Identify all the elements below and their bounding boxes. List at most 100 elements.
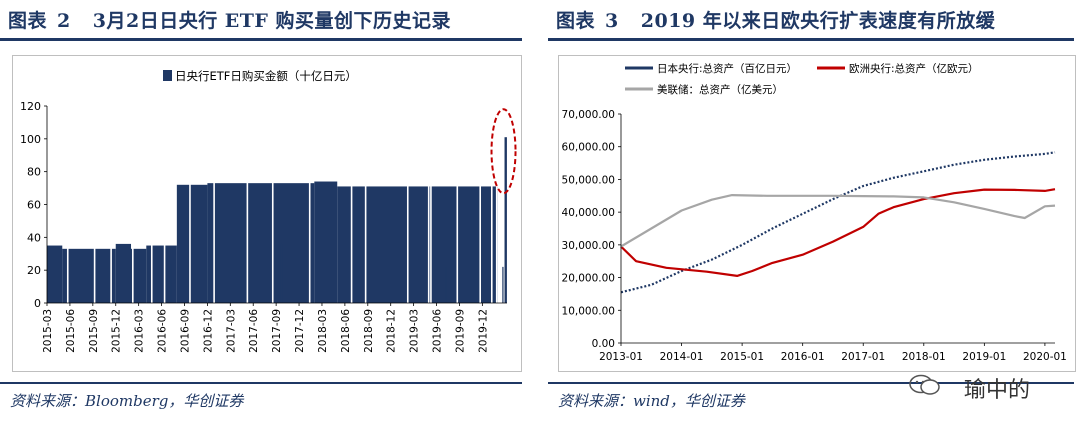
x-tick-label: 2019-03 <box>409 309 421 353</box>
legend-label: 日央行ETF日购买金额（十亿日元） <box>175 69 357 83</box>
bar-gap <box>501 106 503 303</box>
bar <box>146 245 177 303</box>
source-note: 资料来源：Bloomberg，华创证券 <box>10 392 244 410</box>
y-tick-label: 80 <box>27 166 41 179</box>
source-note: 资料来源：wind，华创证券 <box>558 392 745 410</box>
bar <box>207 183 315 303</box>
watermark-label: 瑜中的 <box>964 378 1031 403</box>
bar <box>314 181 338 303</box>
bar <box>115 243 132 303</box>
title-rule <box>548 38 1074 41</box>
bar <box>502 266 504 303</box>
y-tick-label: 100 <box>20 133 41 146</box>
x-tick-label: 2015-03 <box>42 309 54 353</box>
bar-gap <box>163 106 166 303</box>
etf-bar-chart: 日央行ETF日购买金额（十亿日元） 0 20 40 60 80 100 120 2015-03 2… <box>20 69 517 353</box>
x-tick-label: 2016-03 <box>134 309 146 353</box>
right-panel: 图表 3 2019 年以来日欧央行扩表速度有所放缓 日本央行:总资产（百亿日元） 欧洲… <box>548 0 1080 432</box>
x-tick-label: 2019-09 <box>454 309 466 353</box>
x-tick-label: 2016-01 <box>781 351 825 363</box>
y-tick-label: 60,000.00 <box>562 142 615 154</box>
bar <box>170 263 172 303</box>
bar-gap <box>350 106 353 303</box>
y-tick-label: 20,000.00 <box>562 273 615 285</box>
bar <box>176 184 208 303</box>
bar-gap <box>490 106 493 303</box>
figure-label: 图表 <box>556 10 596 32</box>
bar-gap <box>406 106 409 303</box>
bar-gap <box>110 106 112 303</box>
legend-swatch <box>163 70 172 81</box>
legend-label: 美联储：总资产（亿美元） <box>657 83 783 96</box>
legend-label: 日本央行:总资产（百亿日元） <box>657 62 797 75</box>
x-tick-label: 2017-03 <box>225 309 237 353</box>
y-tick-label: 50,000.00 <box>562 174 615 186</box>
x-tick-label: 2017-01 <box>841 351 885 363</box>
wechat-icon <box>909 374 940 395</box>
series-line-fed <box>620 194 1056 248</box>
bar <box>337 186 498 303</box>
watermark-text: 瑜中的 <box>910 372 1030 404</box>
y-tick-label: 120 <box>20 100 41 113</box>
x-tick-label: 2017-09 <box>271 309 283 353</box>
record-highlight-ellipse <box>490 108 517 195</box>
series-line-ecb <box>620 188 1056 277</box>
figure-number: 2 <box>57 10 71 32</box>
left-panel-title: 图表 2 3月2日日央行 ETF 购买量创下历史记录 <box>8 6 451 33</box>
x-tick-label: 2015-06 <box>65 309 77 353</box>
bar-gap <box>246 106 249 303</box>
bar-gap <box>308 106 311 303</box>
y-tick-label: 0 <box>34 297 41 310</box>
x-tick-label: 2018-09 <box>363 309 375 353</box>
y-tick-label: 0.00 <box>592 338 615 350</box>
source-rule <box>548 382 1074 384</box>
x-tick-label: 2015-12 <box>111 309 123 353</box>
x-tick-label: 2018-03 <box>317 309 329 353</box>
right-panel-title: 图表 3 2019 年以来日欧央行扩表速度有所放缓 <box>556 6 995 33</box>
bar-gap <box>479 106 482 303</box>
title-rule <box>0 38 522 41</box>
x-tick-label: 2016-09 <box>179 309 191 353</box>
bar-gap <box>364 106 367 303</box>
bar <box>47 245 63 303</box>
x-tick-label: 2018-01 <box>902 351 946 363</box>
y-tick-label: 70,000.00 <box>562 109 615 121</box>
figure-title: 3月2日日央行 ETF 购买量创下历史记录 <box>92 10 452 32</box>
legend-label: 欧洲央行:总资产（亿欧元） <box>849 62 979 75</box>
y-tick-label: 60 <box>27 199 41 212</box>
bar-gap <box>456 106 459 303</box>
x-tick-label: 2016-06 <box>157 309 169 353</box>
y-tick-label: 10,000.00 <box>562 305 615 317</box>
y-tick-label: 40,000.00 <box>562 207 615 219</box>
x-tick-label: 2015-09 <box>88 309 100 353</box>
bar-gap <box>150 106 153 303</box>
x-tick-label: 2017-06 <box>248 309 260 353</box>
figure-number: 3 <box>605 10 619 32</box>
x-tick-label: 2019-06 <box>432 309 444 353</box>
x-tick-label: 2019-12 <box>477 309 489 353</box>
x-tick-label: 2018-06 <box>340 309 352 353</box>
bar-gap <box>66 106 69 303</box>
bar-gap <box>189 106 191 303</box>
x-tick-label: 2020-01 <box>1023 351 1067 363</box>
y-tick-label: 20 <box>27 264 41 277</box>
bar-record <box>504 137 507 303</box>
bar <box>445 266 447 303</box>
x-tick-label: 2016-12 <box>202 309 214 353</box>
bar <box>62 248 116 303</box>
figure-title: 2019 年以来日欧央行扩表速度有所放缓 <box>640 10 996 32</box>
bar-gap <box>213 106 215 303</box>
x-tick-label: 2015-01 <box>720 351 764 363</box>
etf-bar-chart-frame: 日央行ETF日购买金额（十亿日元） 0 20 40 60 80 100 120 2015-03 2… <box>12 55 522 372</box>
x-tick-label: 2019-01 <box>962 351 1006 363</box>
balance-sheet-line-chart: 日本央行:总资产（百亿日元） 欧洲央行:总资产（亿欧元） 美联储：总资产（亿美元） 0… <box>562 62 1067 363</box>
x-tick-label: 2013-01 <box>599 351 643 363</box>
bar <box>131 248 147 303</box>
y-tick-label: 30,000.00 <box>562 240 615 252</box>
series-line-boj <box>620 151 1056 294</box>
bar-gap <box>430 106 432 303</box>
x-tick-label: 2017-12 <box>294 309 306 353</box>
balance-sheet-chart-frame: 日本央行:总资产（百亿日元） 欧洲央行:总资产（亿欧元） 美联储：总资产（亿美元） 0… <box>558 55 1076 372</box>
left-panel: 图表 2 3月2日日央行 ETF 购买量创下历史记录 日央行ETF日购买金额（十亿日… <box>0 0 528 432</box>
source-rule <box>0 382 522 384</box>
